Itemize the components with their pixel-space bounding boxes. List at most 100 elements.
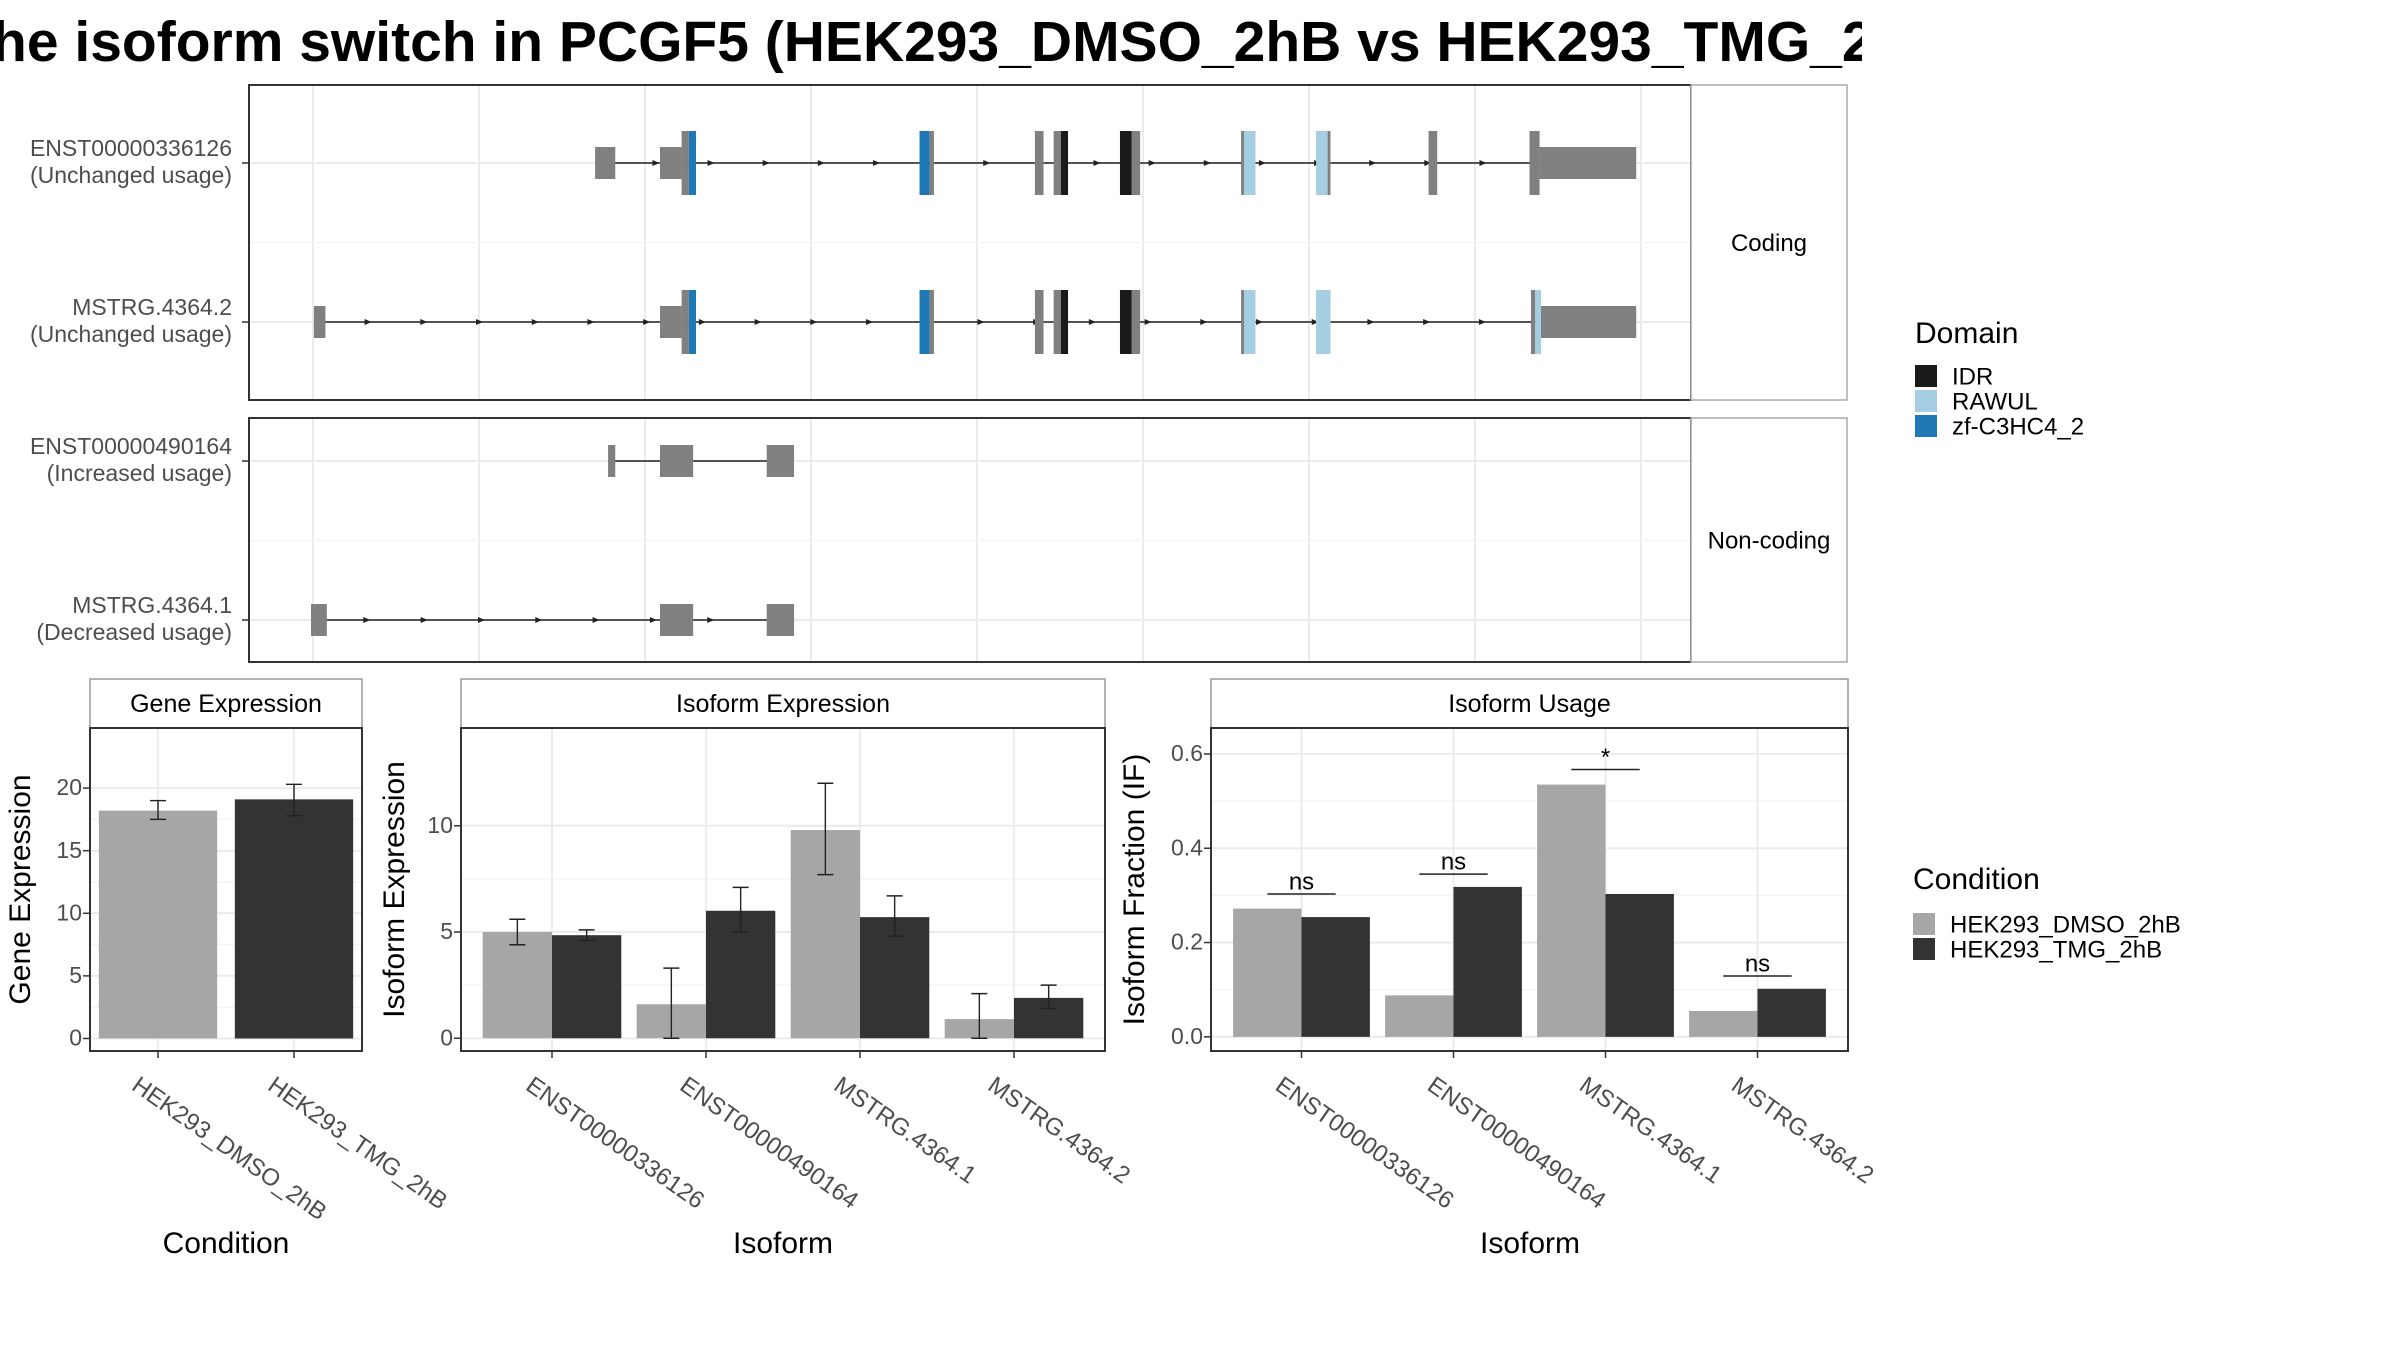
bar [1537, 784, 1606, 1037]
exon-block [1428, 131, 1438, 195]
exon-block [595, 147, 616, 179]
strand-arrow [1093, 160, 1101, 166]
chart-title: Isoform Expression [676, 690, 890, 718]
exon-block [1034, 290, 1044, 354]
transcript-id: MSTRG.4364.1 [72, 592, 232, 618]
y-axis-label: Isoform Fraction (IF) [1118, 754, 1151, 1026]
strand-arrow [643, 319, 651, 325]
x-axis-label: Condition [163, 1227, 290, 1260]
legend-domain-title: Domain [1915, 317, 2018, 350]
y-tick-label: 5 [440, 918, 453, 944]
transcript-usage: (Increased usage) [47, 460, 232, 486]
domain-block-idr [1119, 131, 1132, 195]
transcript-id: ENST00000336126 [30, 135, 232, 161]
bar [482, 932, 552, 1039]
legend-label: zf-C3HC4_2 [1952, 413, 2084, 440]
chart-strip [460, 678, 1106, 729]
transcript-usage: (Unchanged usage) [30, 162, 232, 188]
transcript-usage: (Unchanged usage) [30, 321, 232, 347]
y-tick-label: 5 [69, 962, 82, 988]
strand-arrow [476, 319, 484, 325]
legend-key [1915, 390, 1937, 412]
strand-arrow [866, 319, 874, 325]
legend-condition-title: Condition [1913, 863, 2040, 896]
domain-block-rawul [1243, 131, 1256, 195]
y-tick-label: 0.4 [1171, 834, 1203, 860]
strand-arrow [1478, 319, 1486, 325]
significance-label: ns [1441, 849, 1466, 876]
x-axis-label: Isoform [1480, 1227, 1580, 1260]
domain-block-rawul [1316, 290, 1331, 354]
y-tick-label: 20 [56, 774, 82, 800]
exon-block [313, 306, 326, 338]
strand-arrow [707, 160, 715, 166]
strand-arrow [1203, 160, 1211, 166]
significance-label: ns [1745, 950, 1770, 977]
exon-block [1131, 131, 1141, 195]
exon-block [659, 445, 694, 477]
y-tick-label: 10 [56, 899, 82, 925]
facet-strip-label: Non-coding [1708, 527, 1831, 554]
strand-arrow [872, 160, 880, 166]
strand-arrow [1258, 160, 1266, 166]
strand-arrow [817, 160, 825, 166]
chart-panel-border [89, 727, 363, 1052]
exon-block [1530, 290, 1536, 354]
strand-arrow [1424, 160, 1432, 166]
strand-arrow [1200, 319, 1208, 325]
strand-arrow [592, 617, 600, 623]
domain-block-zf [919, 290, 930, 354]
legend-key [1915, 415, 1937, 437]
strand-arrow [1479, 160, 1487, 166]
exon-block [1131, 290, 1141, 354]
facet-strip [1690, 84, 1848, 401]
bar [1233, 908, 1302, 1037]
y-axis-label: Gene Expression [4, 774, 37, 1004]
exon-block [681, 290, 689, 354]
exon-block [681, 131, 689, 195]
strand-arrow [420, 617, 428, 623]
domain-block-idr [1060, 131, 1069, 195]
strand-arrow [977, 319, 985, 325]
strand-arrow [1311, 319, 1319, 325]
domain-block-idr [1060, 290, 1069, 354]
bar [860, 917, 930, 1039]
significance-label: * [1601, 744, 1610, 771]
strand-arrow [363, 617, 371, 623]
strand-arrow [652, 160, 660, 166]
y-tick-label: 0.2 [1171, 929, 1203, 955]
strand-arrow [420, 319, 428, 325]
legend-label: RAWUL [1952, 388, 2038, 415]
y-tick-label: 0 [69, 1025, 82, 1051]
x-axis-label: Isoform [733, 1227, 833, 1260]
exon-block [608, 445, 616, 477]
domain-block-zf [688, 131, 697, 195]
x-tick-label: MSTRG.4364.1 [829, 1072, 981, 1190]
chart-strip [1210, 678, 1849, 729]
facet-strip [1690, 417, 1848, 663]
exon-block [1327, 131, 1331, 195]
chart-title: Gene Expression [130, 690, 322, 718]
bar [1301, 917, 1370, 1037]
y-tick-label: 0.6 [1171, 740, 1203, 766]
chart-title: Isoform Usage [1448, 690, 1611, 718]
strand-arrow [531, 319, 539, 325]
y-axis-label: Isoform Expression [378, 761, 411, 1018]
transcript-id: MSTRG.4364.2 [72, 294, 232, 320]
strand-arrow [364, 319, 372, 325]
exon-block [1034, 131, 1044, 195]
exon-block [929, 131, 934, 195]
x-tick-label: MSTRG.4364.1 [1574, 1072, 1726, 1190]
y-tick-label: 10 [427, 812, 453, 838]
bar [1605, 893, 1674, 1037]
bar [1757, 988, 1826, 1037]
exon-block [1241, 131, 1244, 195]
strand-arrow [535, 617, 543, 623]
legend-label: HEK293_DMSO_2hB [1950, 911, 2181, 938]
domain-block-rawul [1243, 290, 1256, 354]
domain-block-zf [919, 131, 930, 195]
exon-block [1241, 290, 1244, 354]
significance-label: ns [1289, 868, 1314, 895]
chart-panel-border [460, 727, 1106, 1052]
